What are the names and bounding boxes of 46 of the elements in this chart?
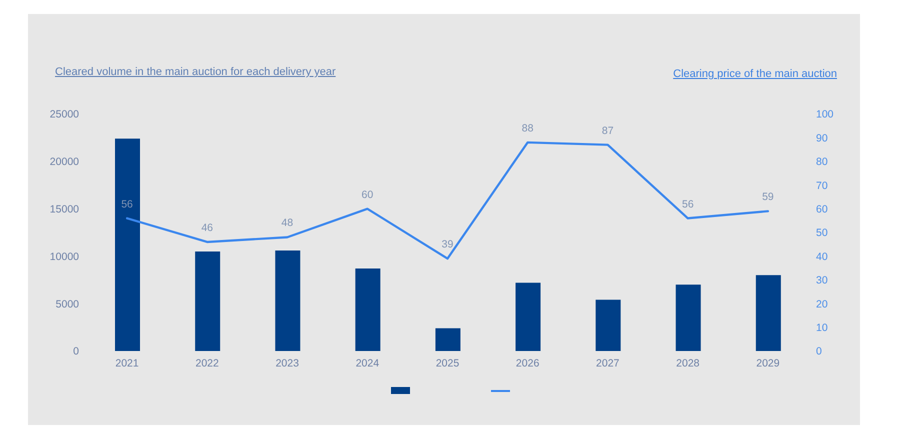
bar bbox=[516, 282, 541, 351]
x-tick-label: 2029 bbox=[756, 357, 780, 370]
y-tick-label: 0 bbox=[73, 346, 80, 358]
bar bbox=[115, 138, 140, 351]
data-label: 56 bbox=[682, 198, 694, 210]
y-tick-label: 15000 bbox=[50, 204, 80, 216]
y-tick-label: 5000 bbox=[56, 298, 80, 310]
y2-tick-label: 10 bbox=[816, 322, 828, 334]
y2-tick-label: 50 bbox=[816, 227, 828, 240]
x-tick-label: 2026 bbox=[516, 357, 540, 370]
bar bbox=[676, 284, 701, 351]
data-label: 56 bbox=[121, 198, 134, 210]
data-label: 46 bbox=[201, 222, 214, 234]
x-tick-label: 2021 bbox=[115, 357, 139, 370]
x-tick-label: 2023 bbox=[276, 357, 300, 370]
y2-tick-label: 20 bbox=[816, 298, 828, 310]
x-tick-label: 2025 bbox=[436, 357, 460, 370]
y2-tick-label: 70 bbox=[816, 180, 828, 192]
data-label: 87 bbox=[602, 124, 614, 137]
x-tick-label: 2022 bbox=[195, 357, 220, 370]
y2-axis-title: Clearing price of the main auction bbox=[673, 68, 837, 80]
data-label: 59 bbox=[762, 191, 774, 204]
x-tick-label: 2027 bbox=[596, 357, 620, 370]
data-label: 88 bbox=[522, 122, 534, 134]
y2-tick-label: 0 bbox=[816, 346, 822, 358]
y-tick-label: 20000 bbox=[50, 156, 80, 168]
data-label: 39 bbox=[442, 238, 454, 251]
x-tick-label: 2028 bbox=[676, 357, 700, 370]
y2-tick-label: 100 bbox=[816, 108, 834, 121]
y-axis-title: Cleared volume in the main auction for each delivery year bbox=[55, 66, 336, 78]
data-label: 48 bbox=[281, 217, 294, 230]
y-tick-label: 10000 bbox=[50, 250, 80, 263]
y2-tick-label: 80 bbox=[816, 156, 828, 168]
bar bbox=[275, 250, 300, 351]
bar bbox=[355, 268, 380, 351]
y2-tick-label: 60 bbox=[816, 204, 828, 216]
data-label: 60 bbox=[362, 188, 374, 201]
bar bbox=[435, 328, 460, 351]
bar bbox=[596, 300, 621, 351]
x-tick-label: 2024 bbox=[356, 357, 380, 370]
bar bbox=[195, 251, 220, 351]
y2-tick-label: 30 bbox=[816, 274, 828, 287]
y-tick-label: 25000 bbox=[50, 108, 80, 121]
bar bbox=[756, 275, 781, 351]
y2-tick-label: 90 bbox=[816, 132, 828, 144]
y2-tick-label: 40 bbox=[816, 250, 828, 263]
